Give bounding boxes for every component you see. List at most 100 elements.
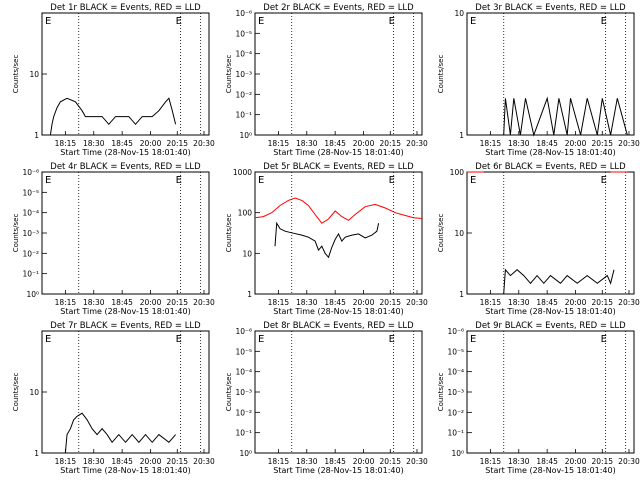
plot-frame xyxy=(254,330,423,454)
panel-title: Det 1r BLACK = Events, RED = LLD xyxy=(50,3,201,13)
x-tick-label: 20:00 xyxy=(565,139,587,148)
plot-frame xyxy=(254,171,423,295)
detector-panel: Det 4r BLACK = Events, RED = LLD 18:15 18:… xyxy=(12,162,215,316)
x-tick-label: 18:45 xyxy=(324,298,346,307)
events-series-line xyxy=(49,97,177,136)
e-marker: E xyxy=(470,175,476,186)
y-tick-label: 10⁰ xyxy=(239,449,252,458)
y-tick-label: 10⁻² xyxy=(235,408,252,417)
y-axis-label: Counts/sec xyxy=(437,214,445,253)
y-tick-label: 10⁻¹ xyxy=(235,111,252,120)
detector-panel: Det 5r BLACK = Events, RED = LLD 18:15 18:… xyxy=(225,162,428,316)
x-tick-label: 18:45 xyxy=(536,298,558,307)
y-axis-label: Counts/sec xyxy=(12,55,20,94)
y-axis-label: Counts/sec xyxy=(437,55,445,94)
y-tick-label: 10⁻⁵ xyxy=(447,347,464,356)
y-axis-label: Counts/sec xyxy=(225,214,233,253)
y-tick-label: 10⁻⁴ xyxy=(447,368,464,377)
y-tick-label: 10⁻⁶ xyxy=(235,327,252,336)
y-axis-label: Counts/sec xyxy=(12,373,20,412)
x-axis-label: Start Time (28-Nov-15 18:01:40) xyxy=(485,466,615,475)
events-series-line xyxy=(64,412,176,454)
x-tick-label: 20:30 xyxy=(193,457,215,466)
x-tick-label: 20:00 xyxy=(565,457,587,466)
e-marker: E xyxy=(176,334,182,345)
e-marker: E xyxy=(389,334,395,345)
x-tick-label: 18:30 xyxy=(83,139,105,148)
x-axis-label: Start Time (28-Nov-15 18:01:40) xyxy=(60,148,190,157)
y-tick-label: 1 xyxy=(34,449,39,458)
events-series-line xyxy=(274,221,380,259)
x-tick-label: 20:00 xyxy=(353,139,375,148)
x-tick-label: 18:15 xyxy=(480,298,502,307)
y-tick-label: 10⁻⁴ xyxy=(235,368,252,377)
x-tick-label: 20:15 xyxy=(379,457,401,466)
y-tick-label: 10⁻⁴ xyxy=(22,209,39,218)
y-tick-label: 10⁰ xyxy=(26,290,39,299)
y-tick-label: 10⁻³ xyxy=(22,229,39,238)
lld-series-line xyxy=(254,197,423,224)
y-tick-label: 100 xyxy=(450,168,465,177)
y-tick-label: 10 xyxy=(454,229,464,238)
e-marker: E xyxy=(45,175,51,186)
x-tick-label: 18:30 xyxy=(296,139,318,148)
detector-panel: Det 3r BLACK = Events, RED = LLD 18:15 18:… xyxy=(437,3,640,157)
x-tick-label: 18:30 xyxy=(83,298,105,307)
x-tick-label: 20:00 xyxy=(353,457,375,466)
e-marker: E xyxy=(258,16,264,27)
y-tick-label: 10 xyxy=(29,70,39,79)
y-tick-label: 10⁻³ xyxy=(235,70,252,79)
events-series-line xyxy=(503,268,615,295)
x-tick-label: 18:45 xyxy=(111,298,133,307)
x-tick-label: 20:30 xyxy=(618,139,640,148)
y-tick-label: 1 xyxy=(34,131,39,140)
x-tick-label: 18:45 xyxy=(324,457,346,466)
x-axis-label: Start Time (28-Nov-15 18:01:40) xyxy=(485,307,615,316)
detector-panel: Det 6r BLACK = Events, RED = LLD 18:15 18:… xyxy=(437,162,640,316)
y-tick-label: 10⁻¹ xyxy=(22,270,39,279)
y-tick-label: 10⁻² xyxy=(447,408,464,417)
e-marker: E xyxy=(601,175,607,186)
x-tick-label: 18:30 xyxy=(508,298,530,307)
x-axis-label: Start Time (28-Nov-15 18:01:40) xyxy=(60,466,190,475)
y-tick-label: 10⁻⁴ xyxy=(235,50,252,59)
panel-title: Det 3r BLACK = Events, RED = LLD xyxy=(475,3,626,13)
x-tick-label: 20:15 xyxy=(379,139,401,148)
y-tick-label: 1 xyxy=(459,290,464,299)
x-tick-label: 20:15 xyxy=(166,139,188,148)
e-marker: E xyxy=(258,334,264,345)
x-tick-label: 20:00 xyxy=(140,139,162,148)
x-tick-label: 20:15 xyxy=(591,298,613,307)
x-tick-label: 18:15 xyxy=(480,457,502,466)
y-tick-label: 10⁻³ xyxy=(447,388,464,397)
x-tick-label: 18:15 xyxy=(268,298,290,307)
x-tick-label: 20:30 xyxy=(406,457,428,466)
x-tick-label: 20:30 xyxy=(618,298,640,307)
plot-frame xyxy=(41,171,210,295)
x-tick-label: 18:30 xyxy=(296,298,318,307)
e-marker: E xyxy=(601,16,607,27)
x-tick-label: 20:30 xyxy=(193,298,215,307)
x-tick-label: 20:30 xyxy=(618,457,640,466)
panel-title: Det 8r BLACK = Events, RED = LLD xyxy=(263,321,414,331)
e-marker: E xyxy=(389,175,395,186)
y-tick-label: 10⁻⁵ xyxy=(235,347,252,356)
e-marker: E xyxy=(176,16,182,27)
plot-frame xyxy=(466,330,635,454)
panel-title: Det 2r BLACK = Events, RED = LLD xyxy=(263,3,414,13)
x-tick-label: 18:45 xyxy=(111,139,133,148)
x-axis-label: Start Time (28-Nov-15 18:01:40) xyxy=(60,307,190,316)
panel-title: Det 5r BLACK = Events, RED = LLD xyxy=(263,162,414,172)
y-tick-label: 10⁻⁵ xyxy=(22,188,39,197)
detector-panel: Det 9r BLACK = Events, RED = LLD 18:15 18:… xyxy=(437,321,640,475)
x-tick-label: 18:15 xyxy=(268,139,290,148)
panel-title: Det 6r BLACK = Events, RED = LLD xyxy=(475,162,626,172)
x-tick-label: 20:30 xyxy=(406,139,428,148)
x-tick-label: 18:45 xyxy=(536,457,558,466)
x-tick-label: 18:15 xyxy=(55,457,77,466)
y-tick-label: 10 xyxy=(242,249,252,258)
e-marker: E xyxy=(601,334,607,345)
y-tick-label: 10⁻⁶ xyxy=(447,327,464,336)
panel-title: Det 9r BLACK = Events, RED = LLD xyxy=(475,321,626,331)
